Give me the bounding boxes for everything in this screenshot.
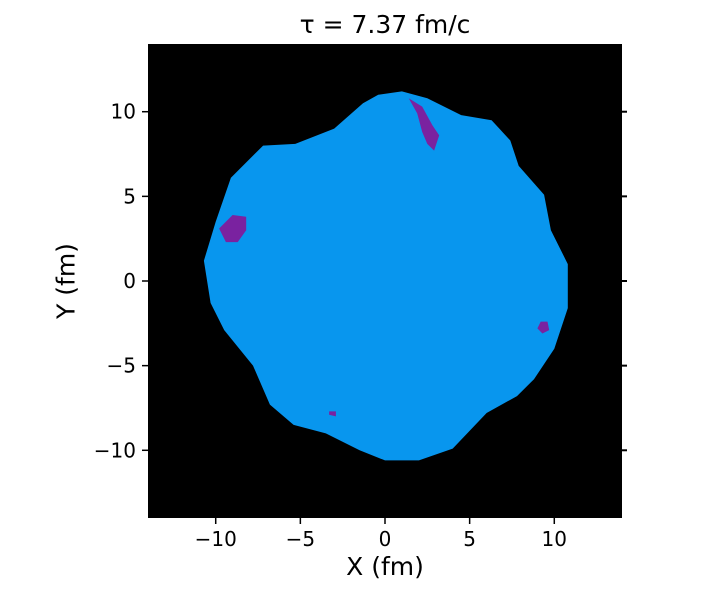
spot-2 [219,215,247,243]
y-axis-label: Y (fm) [51,243,81,319]
region-main [203,91,568,461]
title-tau: τ [299,10,315,39]
y-tick-label-1: −5 [107,354,136,378]
x-tick-label-3: 5 [463,527,476,551]
y-tick-label-0: −10 [94,438,136,462]
spot-1 [408,98,440,151]
x-tick-label-2: 0 [379,527,392,551]
x-tick-label-0: −10 [195,527,237,551]
title-value: = 7.37 fm/c [314,10,471,39]
y-tick-label-2: 0 [123,269,136,293]
x-tick-label-4: 10 [542,527,567,551]
x-axis-label: X (fm) [346,552,424,581]
spot-3 [537,321,550,334]
y-tick-label-4: 10 [111,100,136,124]
x-tick-label-1: −5 [286,527,315,551]
chart-title: τ = 7.37 fm/c [148,10,622,39]
y-tick-label-3: 5 [123,184,136,208]
spot-4 [329,411,336,417]
